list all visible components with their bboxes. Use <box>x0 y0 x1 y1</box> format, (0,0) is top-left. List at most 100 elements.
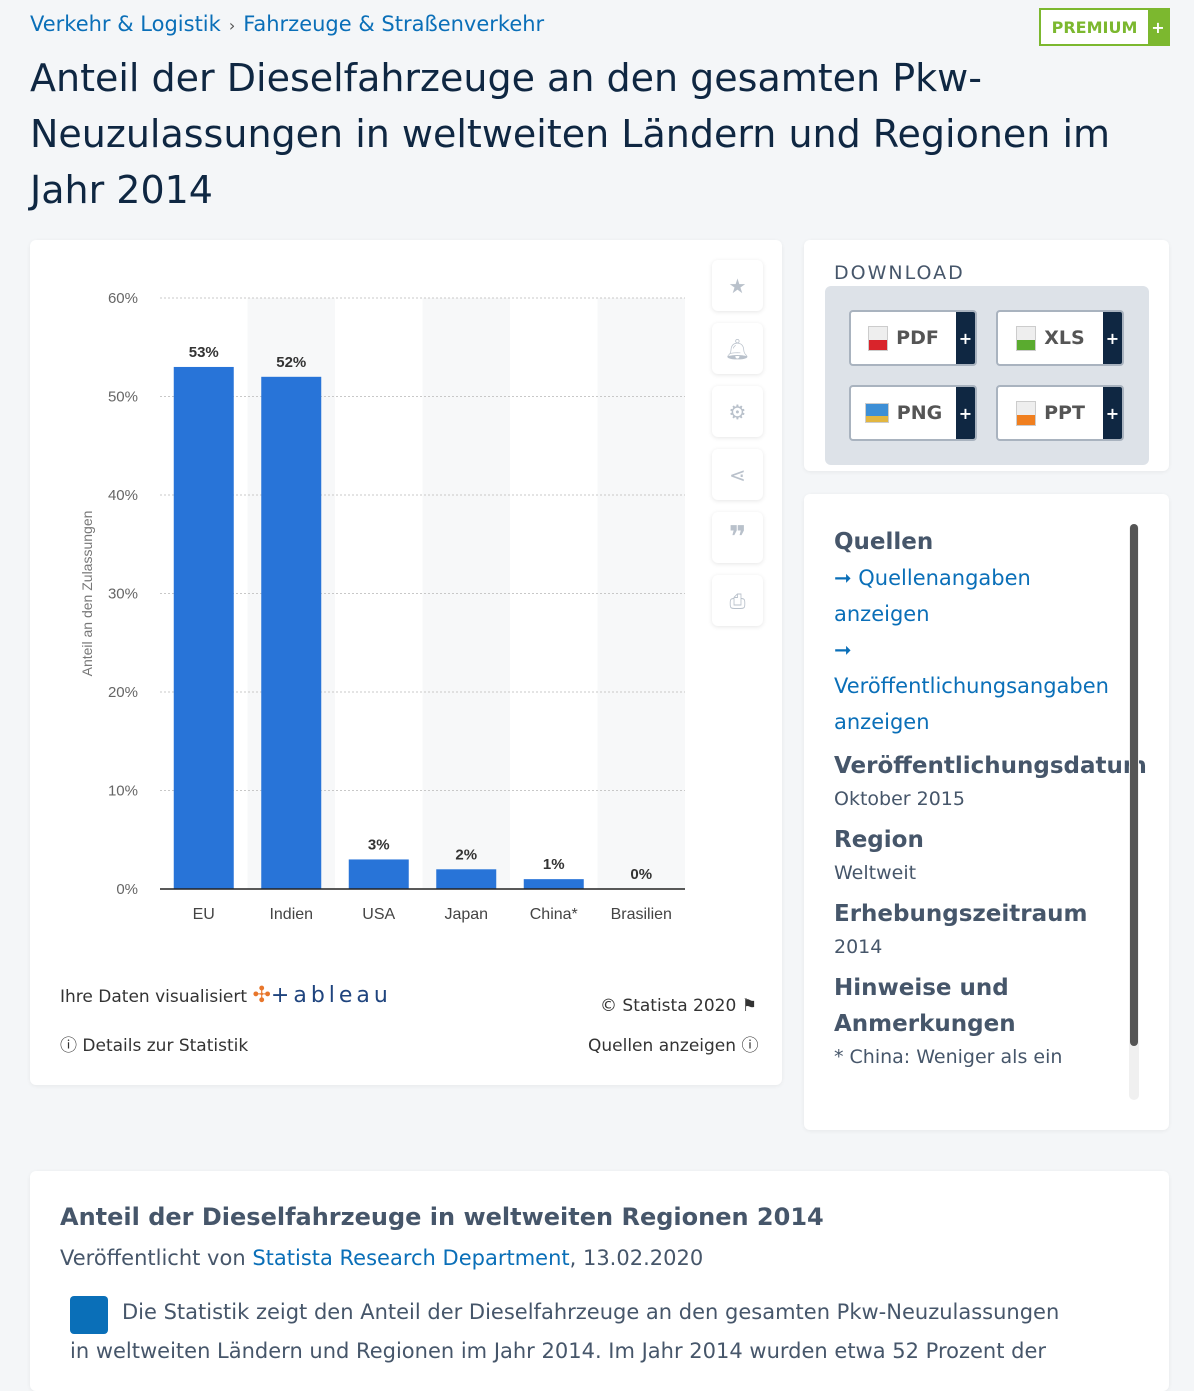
data-label: 52% <box>276 354 306 371</box>
region-label: Region <box>834 827 924 853</box>
info-icon: ⓘ <box>741 1036 759 1056</box>
description-text: Die Statistik zeigt den Anteil der Diese… <box>70 1300 1060 1363</box>
ppt-label: PPT <box>1044 402 1085 424</box>
star-icon: ★ <box>728 273 747 298</box>
data-label: 2% <box>455 846 477 863</box>
premium-button[interactable]: PREMIUM + <box>1039 8 1170 46</box>
png-image-icon <box>864 403 889 423</box>
chevron-right-icon: › <box>228 16 236 35</box>
bell-icon: 🔔︎ <box>724 336 751 361</box>
print-button[interactable]: ⎙ <box>712 575 763 626</box>
published-date: , 13.02.2020 <box>569 1246 704 1270</box>
download-title: DOWNLOAD <box>834 262 965 284</box>
download-png-button[interactable]: PNG + <box>849 385 977 441</box>
details-link[interactable]: ⓘ Details zur Statistik <box>60 1031 248 1056</box>
y-tick-label: 20% <box>108 684 138 701</box>
plus-icon: + <box>956 312 975 364</box>
pdf-label: PDF <box>896 327 939 349</box>
x-tick-label: Japan <box>444 906 488 923</box>
scrollbar[interactable] <box>1129 524 1139 1100</box>
period-label: Erhebungszeitraum <box>834 901 1088 927</box>
notes-label: Hinweise und Anmerkungen <box>834 975 1016 1037</box>
notification-button[interactable]: 🔔︎ <box>712 323 763 374</box>
y-tick-label: 60% <box>108 290 138 307</box>
y-tick-label: 50% <box>108 389 138 406</box>
x-tick-label: Indien <box>269 906 313 923</box>
cite-button[interactable]: ❞ <box>712 512 763 563</box>
plus-icon: + <box>956 387 975 439</box>
show-publication-link[interactable]: ➞ Veröffentlichungsangaben anzeigen <box>834 638 1109 734</box>
published-prefix: Veröffentlicht von <box>60 1246 253 1270</box>
breadcrumb: Verkehr & Logistik › Fahrzeuge & Straßenve… <box>30 12 544 36</box>
bar <box>348 859 409 889</box>
download-xls-button[interactable]: XLS + <box>996 310 1124 366</box>
bar <box>173 366 234 889</box>
sources-card: Quellen ➞ Quellenangaben anzeigen ➞ Verö… <box>804 494 1169 1130</box>
png-label: PNG <box>896 402 943 424</box>
bar <box>261 376 322 889</box>
tableau-text: Ihre Daten visualisiert <box>60 987 248 1007</box>
download-pdf-button[interactable]: PDF + <box>849 310 977 366</box>
sources-label: Quellen anzeigen <box>588 1036 737 1056</box>
print-icon: ⎙ <box>729 588 746 613</box>
copyright-text: © Statista 2020 <box>600 996 737 1016</box>
flag-icon: ⚑ <box>741 996 757 1016</box>
download-buttons: PDF + XLS + PNG + PPT + <box>825 286 1149 465</box>
show-sources-link[interactable]: ➞ Quellenangaben anzeigen <box>834 566 1031 626</box>
breadcrumb-link[interactable]: Verkehr & Logistik <box>30 12 221 36</box>
xls-label: XLS <box>1044 327 1085 349</box>
statistic-icon <box>70 1296 108 1334</box>
plus-icon: + <box>1103 312 1122 364</box>
y-tick-label: 40% <box>108 487 138 504</box>
pdf-file-icon <box>868 325 889 351</box>
x-tick-label: China* <box>530 906 578 923</box>
bar <box>523 879 584 889</box>
tableau-credit: Ihre Daten visualisiert ✣+ableau <box>60 983 392 1008</box>
data-label: 1% <box>543 856 565 873</box>
date-value: Oktober 2015 <box>834 788 965 810</box>
ppt-file-icon <box>1016 400 1037 426</box>
date-label: Veröffentlichungsdatum <box>834 753 1147 779</box>
chart-card: 0% 10% 20% 30% 40% 50% 60% Anteil an den Zulass… <box>30 240 782 1085</box>
bar <box>436 869 497 889</box>
y-tick-label: 30% <box>108 586 138 603</box>
download-ppt-button[interactable]: PPT + <box>996 385 1124 441</box>
y-axis-label: Anteil an den Zulassungen <box>79 511 95 677</box>
download-card: DOWNLOAD PDF + XLS + PNG + PPT + <box>804 240 1169 471</box>
tableau-logo: +ableau <box>270 983 392 1008</box>
favorite-button[interactable]: ★ <box>712 260 763 311</box>
y-tick-label: 0% <box>116 881 138 898</box>
description-card: Anteil der Dieselfahrzeuge in weltweiten… <box>30 1171 1169 1391</box>
y-tick-label: 10% <box>108 783 138 800</box>
data-label: 0% <box>630 866 652 883</box>
settings-button[interactable]: ⚙ <box>712 386 763 437</box>
x-tick-label: EU <box>193 906 215 923</box>
scrollbar-thumb[interactable] <box>1130 524 1138 1046</box>
tableau-logo-icon: ✣ <box>252 983 271 1008</box>
publisher-link[interactable]: Statista Research Department <box>252 1246 570 1270</box>
x-tick-label: USA <box>362 906 395 923</box>
region-value: Weltweit <box>834 862 917 884</box>
premium-label: PREMIUM <box>1051 17 1138 37</box>
notes-value: * China: Weniger als ein <box>834 1046 1063 1068</box>
data-label: 53% <box>189 344 219 361</box>
bar-chart: 0% 10% 20% 30% 40% 50% 60% Anteil an den Zulass… <box>79 290 685 923</box>
breadcrumb-link[interactable]: Fahrzeuge & Straßenverkehr <box>243 12 545 36</box>
plus-icon: + <box>1148 10 1168 44</box>
published-by: Veröffentlicht von Statista Research Dep… <box>60 1246 703 1270</box>
xls-file-icon <box>1016 325 1037 351</box>
share-icon: ⋖ <box>729 462 746 487</box>
plus-icon: + <box>1103 387 1122 439</box>
quote-icon: ❞ <box>728 520 747 555</box>
sources-link[interactable]: Quellen anzeigen ⓘ <box>588 1031 758 1056</box>
period-value: 2014 <box>834 936 883 958</box>
sources-heading: Quellen <box>834 529 934 555</box>
details-label: Details zur Statistik <box>82 1036 249 1056</box>
data-label: 3% <box>368 836 390 853</box>
gear-icon: ⚙ <box>728 399 747 424</box>
info-icon: ⓘ <box>60 1036 77 1056</box>
page-title: Anteil der Dieselfahrzeuge an den gesamt… <box>30 56 1111 212</box>
description-heading: Anteil der Dieselfahrzeuge in weltweiten… <box>60 1203 824 1231</box>
copyright: © Statista 2020 ⚑ <box>600 996 757 1016</box>
share-button[interactable]: ⋖ <box>712 449 763 500</box>
